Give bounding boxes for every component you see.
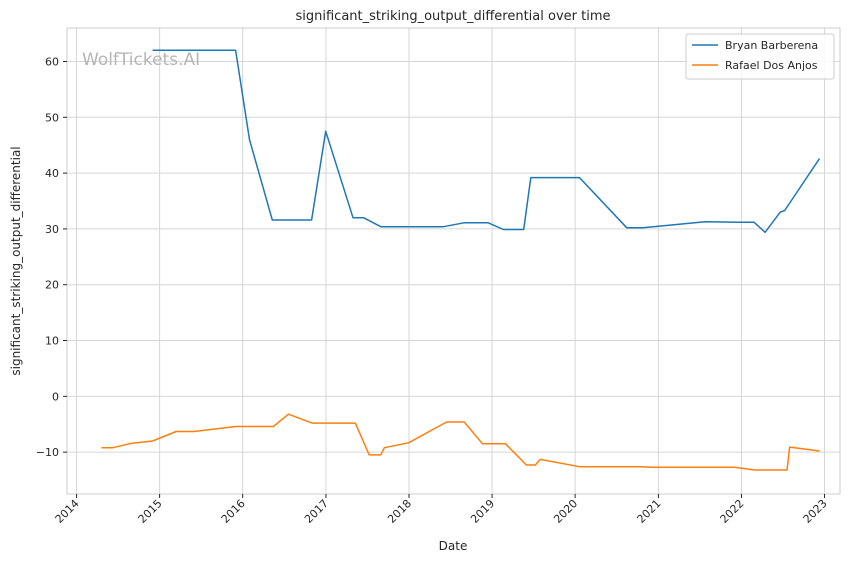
y-tick-label: 30 — [45, 223, 59, 236]
series-line-rafael-dos-anjos — [101, 413, 820, 471]
plot-frame — [66, 27, 841, 495]
legend-label-bryan-barberena: Bryan Barberena — [725, 39, 818, 52]
watermark-text: WolfTickets.AI — [82, 50, 200, 70]
y-tick-label: 20 — [45, 279, 59, 292]
y-gridlines — [67, 60, 840, 453]
y-tick-label: 40 — [45, 167, 59, 180]
x-gridlines — [76, 28, 826, 494]
y-tick-label: 50 — [45, 111, 59, 124]
y-axis-label: significant_striking_output_differential — [9, 146, 23, 375]
chart-title: significant_striking_output_differential… — [296, 9, 611, 24]
series-line-bryan-barberena — [152, 49, 821, 234]
y-tick-labels: −10 0 10 20 30 40 50 60 — [36, 55, 67, 459]
series-layer — [101, 49, 821, 471]
legend: Bryan Barberena Rafael Dos Anjos — [685, 33, 835, 80]
y-tick-label: 10 — [45, 335, 59, 348]
legend-label-rafael-dos-anjos: Rafael Dos Anjos — [725, 59, 818, 72]
legend-box — [685, 33, 835, 80]
y-tick-label: −10 — [36, 446, 59, 459]
y-tick-label: 0 — [52, 390, 59, 403]
y-tick-label: 60 — [45, 55, 59, 68]
x-axis-label: Date — [439, 539, 468, 553]
